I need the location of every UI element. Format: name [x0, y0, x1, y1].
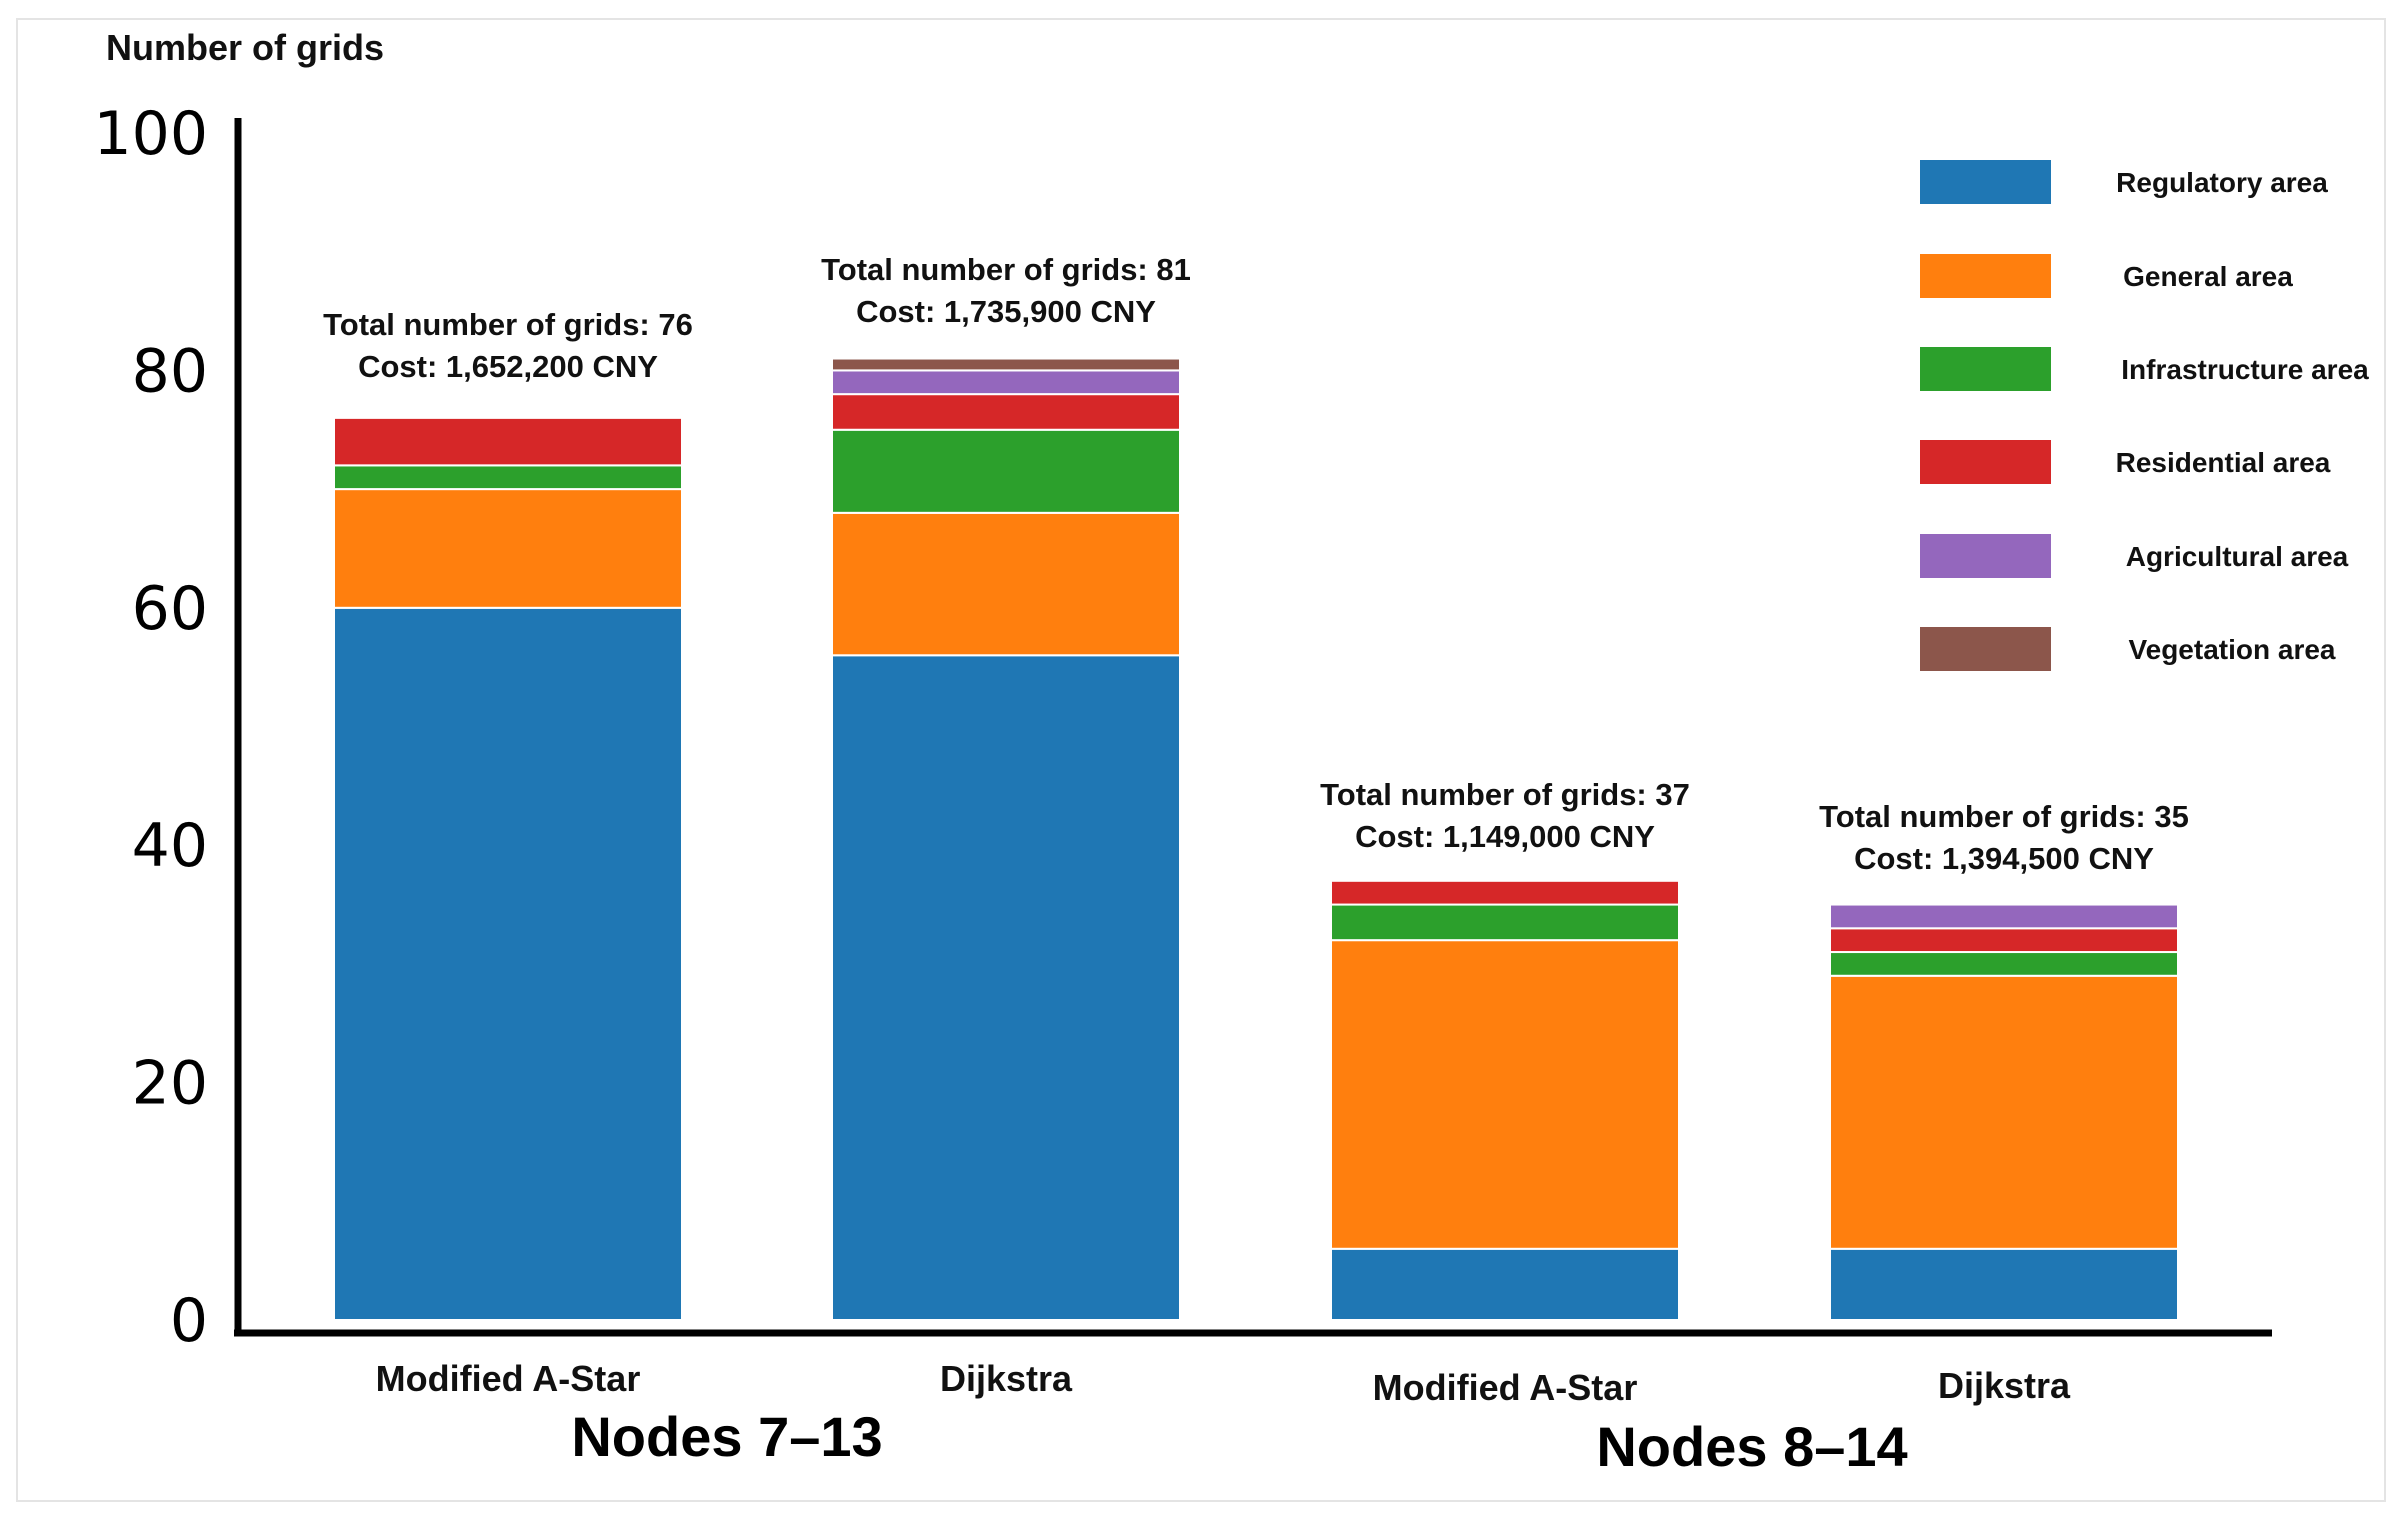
y-tick-label-0: 0 — [170, 1286, 208, 1356]
bar-segment-infrastructure-area-3 — [1829, 951, 2179, 977]
legend-swatch-4 — [1920, 534, 2051, 578]
legend-label-3: Residential area — [2116, 447, 2331, 478]
x-category-label-3: Dijkstra — [1938, 1365, 2071, 1406]
legend-label-5: Vegetation area — [2129, 634, 2336, 665]
annotation-cost-0: Cost: 1,652,200 CNY — [358, 349, 658, 384]
legend-label-2: Infrastructure area — [2121, 354, 2369, 385]
bar-segment-residential-area-3 — [1829, 927, 2179, 954]
annotation-cost-1: Cost: 1,735,900 CNY — [856, 294, 1156, 329]
bar-segment-agricultural-area-3 — [1829, 903, 2179, 930]
labels-layer: Modified A-Star Total number of grids: 76… — [323, 252, 2189, 1478]
bar-segment-general-area-1 — [831, 511, 1181, 657]
x-category-label-2: Modified A-Star — [1373, 1367, 1638, 1408]
bar-segment-regulatory-area-2 — [1330, 1247, 1680, 1322]
bar-segment-residential-area-2 — [1330, 879, 1680, 906]
legend-label-0: Regulatory area — [2116, 167, 2328, 198]
bar-segment-general-area-3 — [1829, 974, 2179, 1250]
bar-segment-agricultural-area-1 — [831, 369, 1181, 396]
bar-segment-infrastructure-area-0 — [333, 464, 683, 491]
y-tick-label-80: 80 — [132, 336, 208, 406]
axes-layer — [234, 118, 2272, 1337]
annotation-total-0: Total number of grids: 76 — [323, 307, 693, 342]
legend-swatch-0 — [1920, 160, 2051, 204]
x-category-label-0: Modified A-Star — [376, 1358, 641, 1399]
y-tick-label-60: 60 — [132, 574, 208, 644]
bars-layer — [333, 357, 2179, 1322]
y-tick-label-40: 40 — [132, 811, 208, 881]
bar-segment-infrastructure-area-1 — [831, 428, 1181, 514]
legend-label-4: Agricultural area — [2126, 541, 2349, 572]
annotation-total-2: Total number of grids: 37 — [1320, 777, 1690, 812]
annotation-total-3: Total number of grids: 35 — [1819, 799, 2189, 834]
bar-segment-residential-area-1 — [831, 393, 1181, 431]
bar-segment-regulatory-area-1 — [831, 654, 1181, 1321]
legend-swatch-5 — [1920, 627, 2051, 671]
y-tick-label-20: 20 — [132, 1049, 208, 1119]
legend-swatch-1 — [1920, 254, 2051, 298]
legend: Regulatory area General area Infrastructur… — [1920, 160, 2369, 671]
annotation-cost-2: Cost: 1,149,000 CNY — [1355, 819, 1655, 854]
bar-segment-regulatory-area-0 — [333, 606, 683, 1321]
bar-segment-general-area-0 — [333, 488, 683, 609]
y-tick-layer: 0 20 40 60 80 100 — [93, 99, 208, 1356]
legend-swatch-2 — [1920, 347, 2051, 391]
x-category-label-1: Dijkstra — [940, 1358, 1073, 1399]
bar-segment-residential-area-0 — [333, 416, 683, 467]
legend-label-1: General area — [2123, 261, 2293, 292]
y-axis-title: Number of grids — [106, 27, 384, 68]
bar-segment-regulatory-area-3 — [1829, 1247, 2179, 1322]
legend-swatch-3 — [1920, 440, 2051, 484]
annotation-cost-3: Cost: 1,394,500 CNY — [1854, 841, 2154, 876]
group-label-0: Nodes 7–13 — [571, 1405, 882, 1468]
y-tick-label-100: 100 — [93, 99, 208, 169]
bar-segment-vegetation-area-1 — [831, 357, 1181, 372]
group-label-1: Nodes 8–14 — [1596, 1415, 1907, 1478]
annotation-total-1: Total number of grids: 81 — [821, 252, 1191, 287]
bar-segment-general-area-2 — [1330, 939, 1680, 1250]
bar-segment-infrastructure-area-2 — [1330, 903, 1680, 942]
